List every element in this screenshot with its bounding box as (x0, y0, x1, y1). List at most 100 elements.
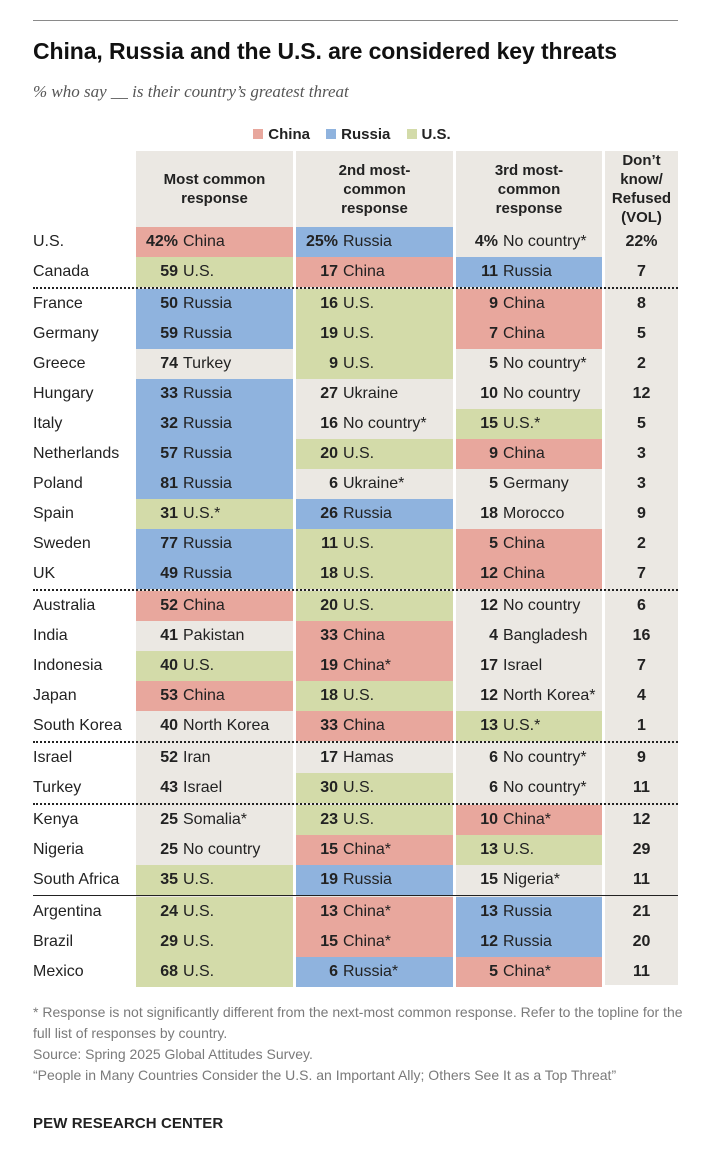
third-response-cell: 10 China* (456, 805, 602, 835)
header-most-common: Most common response (163, 171, 266, 207)
second-response-cell: 16 U.S. (296, 289, 453, 319)
second-response-cell: 11 U.S. (296, 529, 453, 559)
brand-logo-text: PEW RESEARCH CENTER (33, 1115, 224, 1132)
response-label: China* (503, 963, 552, 980)
group-separator (33, 895, 678, 896)
third-response-cell: 5 Germany (456, 469, 602, 499)
third-response-cell: 15 Nigeria* (456, 865, 602, 895)
response-value: 20 (320, 597, 338, 614)
response-label: Somalia* (183, 811, 248, 828)
header-second-most-common: 2nd most- common response (338, 161, 411, 217)
response-value: 18 (320, 565, 338, 582)
third-response-cell: 12 China (456, 559, 602, 589)
first-response-cell: 52 China (136, 591, 293, 621)
response-label: Morocco (503, 505, 565, 522)
response-value: 16 (320, 295, 338, 312)
response-value: 25 (160, 841, 178, 858)
third-response-cell: 11 Russia (456, 257, 602, 287)
dont-know-value: 5 (637, 415, 646, 432)
response-label: Russia* (343, 963, 399, 980)
second-response-cell: 13 China* (296, 897, 453, 927)
response-value: 19 (320, 657, 338, 674)
response-value: 53 (160, 687, 178, 704)
country-label: Argentina (33, 903, 102, 920)
response-label: U.S. (343, 445, 375, 462)
table-row: Hungary 33 Russia 27 Ukraine 10 No country 12 (0, 379, 704, 409)
response-label: U.S. (343, 535, 375, 552)
country-label: Greece (33, 355, 86, 372)
response-value: 68 (160, 963, 178, 980)
country-label: Hungary (33, 385, 94, 402)
response-label: No country (503, 597, 581, 614)
response-label: China (343, 263, 385, 280)
country-label: India (33, 627, 68, 644)
response-label: U.S.* (503, 717, 541, 734)
third-response-cell: 5 China (456, 529, 602, 559)
table-row: Germany 59 Russia 19 U.S. 7 China 5 (0, 319, 704, 349)
table-row: U.S. 42% China 25% Russia 4% No country* 22% (0, 227, 704, 257)
third-response-cell: 12 Russia (456, 927, 602, 957)
second-response-cell: 6 Russia* (296, 957, 453, 987)
response-label: Ukraine* (343, 475, 405, 492)
response-value: 12 (480, 687, 498, 704)
table-row: Indonesia 40 U.S. 19 China* 17 Israel 7 (0, 651, 704, 681)
response-label: No country* (503, 779, 587, 796)
response-value: 17 (480, 657, 498, 674)
footnote-report: “People in Many Countries Consider the U… (33, 1067, 617, 1083)
country-label: South Korea (33, 717, 122, 734)
response-label: Russia (183, 565, 232, 582)
response-value: 15 (320, 933, 338, 950)
response-value: 5 (489, 535, 498, 552)
response-value: 59 (160, 325, 178, 342)
response-label: No country* (503, 749, 587, 766)
response-value: 26 (320, 505, 338, 522)
response-label: No country* (503, 355, 587, 372)
response-value: 24 (160, 903, 178, 920)
table-row: Turkey 43 Israel 30 U.S. 6 No country* 11 (0, 773, 704, 803)
legend-swatch-us (406, 129, 417, 139)
first-response-cell: 41 Pakistan (136, 621, 293, 651)
response-value: 13 (480, 903, 498, 920)
dont-know-value: 16 (632, 627, 651, 644)
legend-label: U.S. (421, 126, 451, 143)
response-label: North Korea (183, 717, 270, 734)
response-value: 9 (489, 445, 498, 462)
first-response-cell: 40 North Korea (136, 711, 293, 741)
response-value: 19 (320, 325, 338, 342)
table-row: Israel 52 Iran 17 Hamas 6 No country* 9 (0, 743, 704, 773)
response-label: Russia (183, 535, 232, 552)
country-label: Brazil (33, 933, 74, 950)
response-value: 40 (160, 717, 178, 734)
table-row: Japan 53 China 18 U.S. 12 North Korea* 4 (0, 681, 704, 711)
response-value: 23 (320, 811, 338, 828)
response-value: 9 (489, 295, 498, 312)
response-label: China* (343, 657, 392, 674)
response-label: China (503, 445, 545, 462)
response-value: 13 (320, 903, 338, 920)
response-label: Russia (183, 445, 232, 462)
response-label: U.S. (343, 687, 375, 704)
response-value: 4% (474, 233, 498, 250)
dont-know-value: 12 (632, 811, 651, 828)
country-label: Sweden (33, 535, 91, 552)
response-value: 10 (480, 385, 498, 402)
response-label: U.S. (183, 903, 215, 920)
table-row: Greece 74 Turkey 9 U.S. 5 No country* 2 (0, 349, 704, 379)
legend-label: Russia (341, 126, 391, 143)
response-value: 35 (160, 871, 178, 888)
response-label: China (343, 627, 385, 644)
table-row: France 50 Russia 16 U.S. 9 China 8 (0, 289, 704, 319)
response-label: China* (343, 933, 392, 950)
response-value: 31 (160, 505, 178, 522)
second-response-cell: 19 Russia (296, 865, 453, 895)
response-label: China* (503, 811, 552, 828)
dont-know-value: 12 (632, 385, 651, 402)
response-label: China (503, 325, 545, 342)
response-label: Ukraine (343, 385, 399, 402)
table-row: Mexico 68 U.S. 6 Russia* 5 China* 11 (0, 957, 704, 987)
chart-title: China, Russia and the U.S. are considere… (33, 38, 617, 64)
response-label: Russia (183, 325, 232, 342)
first-response-cell: 31 U.S.* (136, 499, 293, 529)
response-label: U.S.* (183, 505, 221, 522)
response-value: 52 (160, 749, 178, 766)
